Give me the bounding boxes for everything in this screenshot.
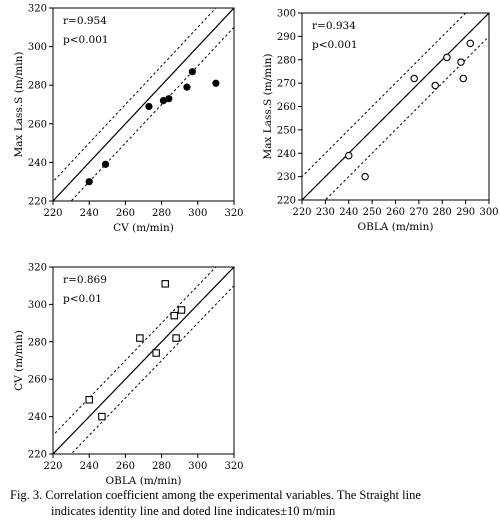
- data-point: [85, 178, 93, 186]
- x-tick-label: 220: [43, 461, 62, 472]
- reference-lines: [302, 13, 489, 200]
- x-tick-label: 280: [152, 461, 171, 472]
- x-tick-label: 250: [363, 207, 382, 218]
- y-tick-label: 260: [28, 375, 47, 386]
- data-point: [172, 334, 180, 342]
- x-tick-label: 320: [224, 461, 243, 472]
- x-tick-label: 300: [188, 461, 207, 472]
- data-point: [459, 74, 468, 83]
- y-tick-label: 220: [277, 196, 296, 207]
- y-tick-label: 320: [28, 4, 47, 15]
- data-point: [212, 79, 220, 87]
- data-point: [466, 39, 475, 48]
- x-axis-title: CV (m/min): [113, 222, 174, 234]
- y-tick-label: 240: [277, 149, 296, 160]
- x-tick-label: 220: [43, 208, 62, 219]
- data-point: [361, 172, 369, 181]
- chart-3: 220 240 260 280 300 320 220 240 260 280 300 320 r=0.…: [13, 263, 244, 488]
- data-point: [165, 95, 173, 103]
- x-tick-label: 260: [116, 461, 135, 472]
- data-point: [136, 334, 144, 342]
- x-tick-label: 260: [386, 207, 405, 218]
- data-point: [344, 151, 353, 160]
- y-tick-label: 260: [28, 119, 47, 130]
- y-tick-label: 300: [28, 300, 47, 311]
- data-point: [170, 311, 179, 320]
- data-point: [152, 349, 160, 357]
- y-tick-label: 220: [28, 450, 47, 461]
- data-point: [177, 306, 186, 314]
- y-tick-label: 280: [277, 55, 296, 66]
- x-axis-title: OBLA (m/min): [106, 475, 182, 487]
- identity-line: [302, 13, 489, 200]
- stat-r: r=0.954: [63, 15, 107, 27]
- x-tick-label: 240: [80, 208, 99, 219]
- stat-r: r=0.934: [312, 20, 356, 32]
- y-tick-label: 270: [277, 79, 296, 90]
- chart-2: 220 230 240 250 260 270 280 290 300 220 230 240 250 2…: [262, 9, 499, 234]
- y-axis-title: Max Lass.S (m/min): [262, 54, 274, 160]
- y-tick-label: 320: [28, 263, 47, 274]
- data-point: [410, 74, 418, 83]
- x-tick-label: 290: [456, 207, 475, 218]
- y-axis-title: CV (m/min): [13, 330, 25, 391]
- y-tick-label: 300: [28, 42, 47, 53]
- x-tick-label: 260: [116, 208, 135, 219]
- lower-band-line: [70, 26, 234, 201]
- stat-r: r=0.869: [63, 274, 107, 286]
- data-point: [98, 412, 106, 421]
- y-tick-label: 220: [28, 197, 47, 208]
- reference-lines: [53, 8, 234, 201]
- data-point: [85, 396, 93, 404]
- data-point: [145, 102, 153, 111]
- figure-caption: Fig. 3. Correlation coefficient among th…: [10, 487, 496, 519]
- data-point: [457, 58, 465, 66]
- y-tick-label: 240: [28, 412, 47, 423]
- y-tick-label: 230: [277, 172, 296, 183]
- caption-line-2: indicates identity line and doted line i…: [51, 504, 336, 518]
- x-tick-label: 220: [292, 207, 311, 218]
- x-tick-label: 280: [152, 208, 171, 219]
- identity-line: [53, 8, 234, 201]
- plot-frame: [52, 7, 235, 202]
- data-point: [159, 97, 168, 105]
- identity-line: [53, 267, 234, 454]
- x-tick-label: 240: [339, 207, 358, 218]
- y-tick-label: 250: [277, 125, 296, 136]
- y-tick-label: 300: [277, 9, 296, 20]
- caption-line-1: Fig. 3. Correlation coefficient among th…: [10, 488, 421, 502]
- x-tick-label: 240: [80, 461, 99, 472]
- x-tick-label: 230: [316, 207, 335, 218]
- chart-1: 220 240 260 280 300 320 220 240 260 280 300 320 r=0.…: [13, 4, 244, 235]
- x-axis-title: OBLA (m/min): [358, 221, 434, 233]
- data-point: [161, 280, 169, 288]
- data-point: [431, 81, 439, 90]
- stat-p: p<0.01: [63, 293, 102, 305]
- y-tick-label: 240: [28, 158, 47, 169]
- y-tick-label: 280: [28, 337, 47, 348]
- x-tick-label: 270: [409, 207, 428, 218]
- plot-frame: [52, 266, 235, 455]
- x-tick-label: 280: [433, 207, 452, 218]
- data-point: [188, 68, 196, 76]
- upper-band-line: [53, 8, 217, 183]
- data-point: [443, 53, 451, 62]
- data-point: [183, 83, 191, 91]
- x-tick-label: 300: [188, 208, 207, 219]
- stat-p: p<0.001: [63, 34, 109, 46]
- stat-p: p<0.001: [312, 39, 358, 51]
- lower-band-line: [70, 284, 234, 454]
- y-tick-label: 260: [277, 102, 296, 113]
- y-tick-label: 290: [277, 32, 296, 43]
- y-axis-title: Max Lass.S (m/min): [13, 52, 25, 158]
- x-tick-label: 320: [224, 208, 243, 219]
- x-tick-label: 300: [479, 207, 498, 218]
- y-tick-label: 280: [28, 81, 47, 92]
- data-point: [101, 160, 110, 168]
